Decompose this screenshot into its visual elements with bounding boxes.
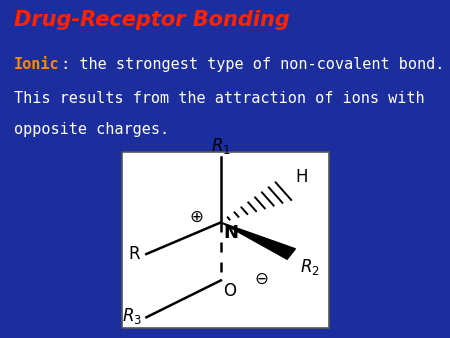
Text: This results from the attraction of ions with: This results from the attraction of ions… <box>14 91 424 106</box>
Text: N: N <box>224 224 239 242</box>
Text: $R_2$: $R_2$ <box>300 258 320 277</box>
Text: R: R <box>128 245 140 263</box>
Text: Ionic: Ionic <box>14 57 59 72</box>
Text: : the strongest type of non-covalent bond.: : the strongest type of non-covalent bon… <box>52 57 444 72</box>
Text: $R_3$: $R_3$ <box>122 306 142 325</box>
Text: ⊖: ⊖ <box>255 270 269 288</box>
Text: O: O <box>223 282 236 300</box>
FancyBboxPatch shape <box>122 152 328 328</box>
Text: $R_1$: $R_1$ <box>211 136 231 156</box>
Text: Drug-Receptor Bonding: Drug-Receptor Bonding <box>14 10 289 30</box>
Text: opposite charges.: opposite charges. <box>14 122 169 137</box>
Text: ⊕: ⊕ <box>189 208 203 226</box>
Polygon shape <box>221 222 295 259</box>
Text: H: H <box>296 168 308 186</box>
